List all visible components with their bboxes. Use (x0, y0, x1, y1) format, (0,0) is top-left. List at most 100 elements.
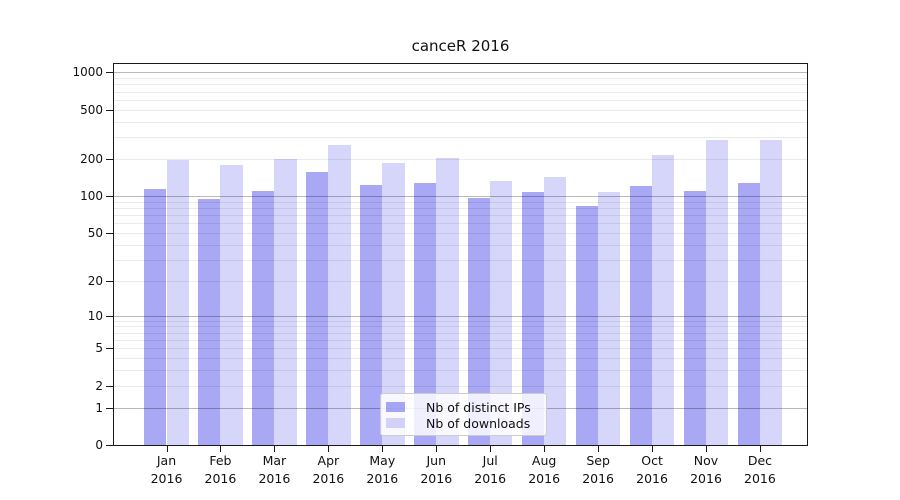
y-tick-label-1: 1 (95, 400, 103, 415)
x-tick-year-jan: 2016 (150, 470, 183, 486)
x-tick-year-oct: 2016 (636, 470, 668, 486)
y-tick-label-0: 0 (95, 438, 103, 452)
x-tick-year-mar: 2016 (258, 470, 291, 486)
bar-nb-of-downloads-apr (328, 145, 351, 445)
y-tick-1000 (106, 72, 113, 74)
gridline-y-2 (114, 385, 807, 387)
bar-nb-of-distinct-ips-aug (521, 191, 545, 445)
gridline-y-100 (114, 196, 807, 198)
x-tick-label-dec: Dec 2016 (744, 452, 776, 487)
x-tick-aug (544, 446, 546, 452)
bar-nb-of-downloads-jul (490, 180, 513, 445)
x-tick-label-jun: Jun 2016 (420, 452, 452, 487)
x-tick-year-apr: 2016 (312, 470, 345, 486)
x-tick-label-apr: Apr 2016 (312, 452, 344, 487)
x-tick-month-jan: Jan (156, 453, 177, 468)
bar-nb-of-distinct-ips-jun (413, 182, 437, 445)
bar-nb-of-distinct-ips-jul (467, 197, 491, 445)
bar-nb-of-downloads-jun (436, 157, 459, 445)
y-tick-20 (106, 280, 113, 282)
chart-title: canceR 2016 (411, 37, 510, 55)
x-tick-feb (220, 446, 222, 452)
gridline-y-70 (114, 215, 807, 217)
bar-nb-of-distinct-ips-apr (306, 171, 329, 445)
y-tick-2 (106, 385, 113, 387)
gridline-y-600 (114, 99, 807, 101)
legend-entry-downloads: Nb of downloads (386, 415, 538, 431)
y-tick-100 (106, 196, 113, 198)
x-tick-year-dec: 2016 (744, 470, 776, 486)
gridline-y-30 (114, 259, 807, 261)
x-tick-month-nov: Nov (693, 453, 719, 468)
gridline-y-400 (114, 121, 807, 123)
y-tick-label-500: 500 (80, 102, 103, 117)
x-tick-label-mar: Mar 2016 (258, 452, 290, 487)
x-tick-month-apr: Apr (317, 453, 340, 468)
bar-nb-of-distinct-ips-dec (737, 182, 760, 445)
legend-label-distinct-ips: Nb of distinct IPs (426, 399, 531, 415)
bar-nb-of-downloads-may (382, 163, 405, 445)
x-tick-may (382, 446, 384, 452)
bar-nb-of-downloads-oct (652, 155, 675, 445)
x-tick-year-may: 2016 (366, 470, 399, 486)
gridline-y-200 (114, 158, 807, 160)
gridline-y-3 (114, 370, 807, 372)
bar-nb-of-distinct-ips-may (360, 185, 383, 445)
x-tick-year-sep: 2016 (582, 470, 614, 486)
x-tick-month-oct: Oct (641, 453, 663, 468)
y-tick-5 (106, 348, 113, 350)
x-tick-month-feb: Feb (209, 453, 232, 468)
y-tick-0 (106, 445, 113, 446)
y-tick-label-100: 100 (80, 189, 103, 204)
x-tick-year-feb: 2016 (204, 470, 237, 486)
x-tick-label-may: May 2016 (366, 452, 398, 487)
x-tick-month-jun: Jun (426, 453, 447, 468)
x-tick-dec (759, 446, 761, 452)
x-tick-label-sep: Sep 2016 (582, 452, 614, 487)
x-tick-month-jul: Jul (482, 453, 498, 468)
x-tick-year-jun: 2016 (420, 470, 453, 486)
y-tick-label-200: 200 (80, 151, 103, 166)
bar-nb-of-distinct-ips-sep (575, 206, 599, 445)
gridline-y-5 (114, 348, 807, 350)
y-tick-label-50: 50 (87, 225, 103, 240)
bar-nb-of-distinct-ips-oct (629, 185, 653, 445)
bar-nb-of-downloads-jan (166, 160, 189, 445)
y-tick-label-20: 20 (87, 273, 103, 288)
x-tick-oct (652, 446, 654, 452)
gridline-y-8 (114, 326, 807, 328)
gridline-y-10 (114, 315, 807, 317)
y-tick-label-10: 10 (87, 308, 103, 323)
x-tick-jan (166, 446, 168, 452)
x-tick-month-may: May (369, 453, 396, 468)
gridline-y-500 (114, 109, 807, 111)
x-tick-nov (706, 446, 707, 452)
y-tick-label-5: 5 (95, 341, 103, 356)
gridline-y-7 (114, 332, 807, 334)
x-tick-mar (274, 446, 276, 452)
x-tick-year-aug: 2016 (528, 470, 561, 486)
bar-nb-of-downloads-mar (274, 158, 297, 445)
legend: Nb of distinct IPs Nb of downloads (380, 393, 547, 436)
bar-nb-of-downloads-sep (598, 191, 621, 445)
x-tick-label-nov: Nov 2016 (690, 452, 722, 487)
gridline-y-4 (114, 358, 807, 360)
legend-label-downloads: Nb of downloads (426, 415, 531, 431)
legend-entry-distinct-ips: Nb of distinct IPs (386, 399, 538, 415)
bar-nb-of-distinct-ips-feb (198, 198, 221, 445)
x-tick-sep (598, 446, 600, 452)
x-tick-label-jul: Jul 2016 (474, 452, 506, 487)
y-tick-10 (106, 315, 113, 317)
gridline-y-80 (114, 207, 807, 209)
gridline-y-40 (114, 244, 807, 246)
x-tick-label-oct: Oct 2016 (636, 452, 668, 487)
bar-nb-of-distinct-ips-jan (144, 188, 167, 445)
gridline-y-6 (114, 340, 807, 342)
y-tick-label-2: 2 (95, 378, 103, 393)
gridline-y-700 (114, 91, 807, 93)
y-tick-200 (106, 158, 113, 160)
x-tick-year-jul: 2016 (474, 470, 507, 486)
bar-nb-of-distinct-ips-nov (683, 191, 706, 445)
bar-nb-of-downloads-nov (706, 139, 729, 445)
